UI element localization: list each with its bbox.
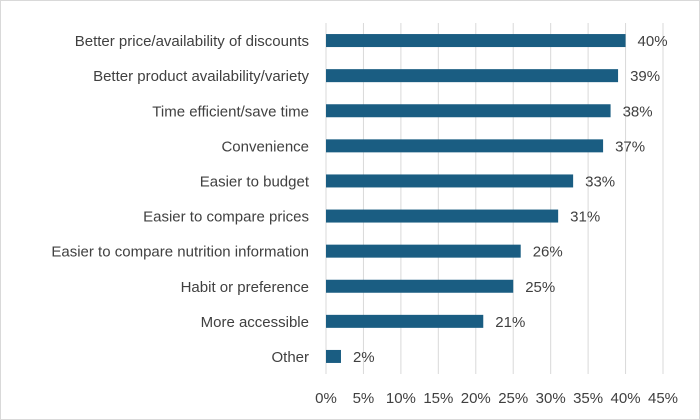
bar-0 (326, 34, 626, 48)
bar-4 (326, 174, 574, 188)
category-label-7: Habit or preference (181, 279, 309, 296)
x-tick-label-2: 10% (386, 390, 416, 407)
data-labels: 40% 39% 38% 37% 33% 31% 26% 25% 21% 2% (353, 33, 668, 366)
x-tick-labels: 0% 5% 10% 15% 20% 25% 30% 35% 40% 45% (315, 390, 678, 407)
data-label-8: 21% (495, 314, 525, 331)
data-label-0: 40% (638, 33, 668, 50)
category-label-3: Convenience (221, 138, 309, 155)
data-label-6: 26% (533, 244, 563, 261)
category-label-4: Easier to budget (200, 173, 310, 190)
category-label-0: Better price/availability of discounts (75, 33, 309, 50)
bar-9 (326, 349, 341, 363)
data-label-1: 39% (630, 68, 660, 85)
bar-2 (326, 104, 611, 118)
data-label-7: 25% (525, 279, 555, 296)
category-label-1: Better product availability/variety (93, 68, 309, 85)
x-tick-label-9: 45% (648, 390, 678, 407)
bar-1 (326, 69, 619, 83)
data-label-4: 33% (585, 173, 615, 190)
category-label-9: Other (271, 349, 309, 366)
category-label-5: Easier to compare prices (143, 209, 309, 226)
x-tick-label-5: 25% (498, 390, 528, 407)
bar-7 (326, 279, 514, 293)
x-tick-label-6: 30% (536, 390, 566, 407)
x-tick-label-1: 5% (353, 390, 375, 407)
bar-8 (326, 314, 484, 328)
category-label-6: Easier to compare nutrition information (51, 244, 309, 261)
x-tick-label-3: 15% (423, 390, 453, 407)
x-tick-label-8: 40% (611, 390, 641, 407)
bar-5 (326, 209, 559, 223)
bar-6 (326, 244, 521, 258)
category-labels: Better price/availability of discounts Be… (51, 33, 309, 366)
x-tick-label-0: 0% (315, 390, 337, 407)
category-label-8: More accessible (201, 314, 309, 331)
bar-3 (326, 139, 604, 153)
data-label-2: 38% (623, 103, 653, 120)
category-label-2: Time efficient/save time (152, 103, 309, 120)
x-tick-label-4: 20% (461, 390, 491, 407)
x-tick-label-7: 35% (573, 390, 603, 407)
data-label-3: 37% (615, 138, 645, 155)
data-label-9: 2% (353, 349, 375, 366)
data-label-5: 31% (570, 209, 600, 226)
bars (326, 34, 626, 363)
